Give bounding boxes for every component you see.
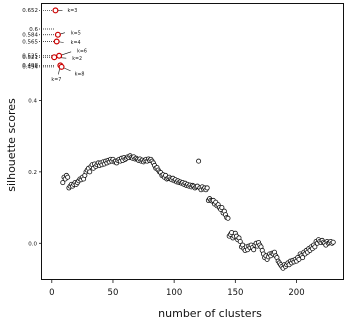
highlighted-point (54, 31, 61, 38)
plot-frame (41, 3, 344, 280)
data-point (87, 169, 93, 175)
highlighted-point (58, 63, 65, 70)
y-tick-label: 0.4 (28, 98, 37, 104)
highlight-value-label: 0.652 (22, 8, 38, 14)
data-point (65, 174, 71, 180)
x-tick-label: 0 (49, 288, 54, 298)
x-axis-title: number of clusters (158, 307, 262, 320)
highlight-value-label: 0.6 (29, 27, 38, 33)
highlight-value-label: 0.494 (22, 65, 38, 71)
x-tick-label: 150 (227, 288, 243, 298)
data-point (219, 205, 225, 211)
x-tick-label: 200 (288, 288, 304, 298)
highlight-value-label: 0.525 (22, 54, 38, 60)
y-tick-label: 0.0 (28, 241, 37, 247)
highlight-k-label: k=2 (72, 56, 82, 62)
highlight-value-label: 0.584 (22, 33, 38, 39)
highlight-k-label: k=5 (71, 30, 81, 36)
data-point (204, 185, 210, 191)
highlighted-point (53, 38, 60, 45)
data-point (196, 158, 202, 164)
highlight-k-label: k=6 (77, 48, 87, 54)
highlight-value-label: 0.498 (22, 63, 38, 69)
data-point (300, 255, 306, 261)
highlight-k-label: k=4 (71, 40, 81, 46)
data-point (312, 244, 318, 250)
highlight-value-label: 0.565 (22, 39, 38, 45)
highlight-k-label: k=8 (75, 72, 85, 78)
x-tick-label: 50 (108, 288, 119, 298)
highlighted-points: k=3 k=4 k=5 k=2 k=6 k=7 k=8 (51, 7, 87, 83)
highlight-k-label: k=3 (67, 8, 77, 14)
y-tick-label: 0.2 (28, 170, 37, 176)
highlight-value-label: 0.521 (22, 55, 38, 61)
highlighted-point (56, 52, 63, 59)
data-point (251, 247, 257, 253)
x-tick-label: 100 (166, 288, 182, 298)
highlight-k-label: k=7 (51, 77, 61, 83)
data-point (330, 239, 336, 245)
y-axis: 0.0 0.2 0.4 (28, 98, 42, 247)
data-point (237, 238, 243, 244)
x-axis: 0 50 100 150 200 (49, 279, 305, 298)
data-point (225, 215, 231, 221)
y-axis-title: silhouette scores (5, 98, 18, 192)
highlighted-point (52, 7, 59, 14)
data-point (60, 180, 66, 186)
data-points (60, 153, 336, 271)
highlighted-point (51, 54, 58, 61)
